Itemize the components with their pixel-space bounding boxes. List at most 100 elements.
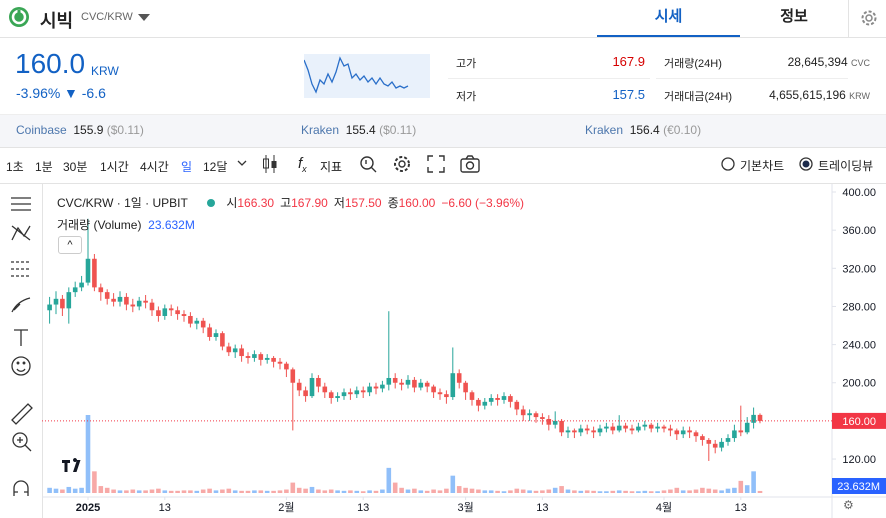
candle-body xyxy=(175,310,180,315)
chart-legend: CVC/KRW · 1일 · UPBIT 시166.30 고167.90 저157.… xyxy=(57,194,524,211)
fullscreen-icon[interactable] xyxy=(426,154,446,174)
candle-body xyxy=(258,354,264,360)
volume-bar xyxy=(693,489,699,493)
x-tick-label: 13 xyxy=(735,502,747,514)
mode-label[interactable]: 기본차트 xyxy=(740,159,785,173)
tab[interactable]: 시세 xyxy=(597,0,740,37)
top-bar xyxy=(0,0,886,38)
candle-body xyxy=(79,282,84,288)
candle-body xyxy=(604,426,609,429)
volume-bar xyxy=(508,490,513,493)
candle-body xyxy=(610,426,616,431)
exchange-fiat: ($0.11) xyxy=(106,123,144,137)
volume-bar xyxy=(309,486,315,493)
candle-body xyxy=(495,398,500,400)
candle-body xyxy=(207,327,212,337)
interval[interactable]: 1초 xyxy=(6,160,24,174)
candle-body xyxy=(616,425,622,431)
interval[interactable]: 1시간 xyxy=(100,160,129,174)
volume-label-box xyxy=(832,478,886,494)
volume-bar xyxy=(488,490,494,493)
tool-icons[interactable] xyxy=(8,192,36,518)
y-tick-label: 120.00 xyxy=(842,454,876,466)
volume-bar xyxy=(572,490,577,493)
candle-body xyxy=(463,382,468,393)
interval[interactable]: 일 xyxy=(181,160,193,174)
interval[interactable]: 30분 xyxy=(63,160,88,174)
chevron-icon[interactable] xyxy=(236,158,248,168)
screenshot-icon[interactable] xyxy=(459,154,481,174)
volume-bar xyxy=(149,489,155,493)
tab[interactable]: 정보 xyxy=(780,8,808,25)
radio[interactable] xyxy=(721,157,735,171)
candle-body xyxy=(597,428,603,433)
candle-body xyxy=(303,390,308,397)
candle-body xyxy=(488,398,494,402)
candle-body xyxy=(188,315,193,324)
volume-bar xyxy=(136,490,142,493)
settings-icon[interactable] xyxy=(392,154,412,174)
stat-value: 167.9 xyxy=(612,54,645,69)
candle-body xyxy=(469,392,475,400)
candle-body xyxy=(124,296,129,305)
dropdown-icon[interactable] xyxy=(137,12,151,22)
settings-icon[interactable] xyxy=(859,8,879,28)
candle-type-icon[interactable] xyxy=(260,153,280,175)
volume-bar xyxy=(341,490,347,493)
fx-icon[interactable]: fx xyxy=(298,155,307,174)
candle-body xyxy=(360,390,366,393)
volume-bar xyxy=(117,490,123,493)
exchange-price: 155.4 xyxy=(345,123,376,137)
x-tick-label: 13 xyxy=(159,502,171,514)
volume-bar xyxy=(456,486,462,493)
last-price-box xyxy=(832,412,886,429)
radio[interactable] xyxy=(799,157,813,171)
candle-body xyxy=(623,425,628,429)
y-tick-label: 360.00 xyxy=(842,225,876,237)
candle-body xyxy=(373,386,379,389)
alert-icon[interactable] xyxy=(358,154,378,174)
volume-bar xyxy=(546,489,552,493)
candle-body xyxy=(674,430,680,435)
volume-bar xyxy=(559,486,564,493)
ohlc-change: −6.60 (−3.96%) xyxy=(441,196,525,210)
stat-value: 157.5 xyxy=(612,87,645,102)
candle-body xyxy=(399,382,404,385)
stat-label: 거래대금(24H) xyxy=(664,91,732,103)
interval[interactable]: 12달 xyxy=(203,160,228,174)
indicator-button[interactable]: 지표 xyxy=(320,160,343,174)
exchange-bar xyxy=(0,114,886,148)
candle-body xyxy=(565,430,571,433)
candle-body xyxy=(572,430,577,433)
mode-label[interactable]: 트레이딩뷰 xyxy=(818,159,874,173)
volume-bar xyxy=(277,490,283,493)
x-tick-label: 2월 xyxy=(278,501,294,514)
candle-body xyxy=(559,420,564,433)
volume-bar xyxy=(104,487,110,493)
volume-bar xyxy=(418,490,424,493)
collapse-button[interactable]: ^ xyxy=(58,236,82,254)
candle-body xyxy=(252,354,257,358)
coin-logo xyxy=(9,7,29,27)
interval[interactable]: 1분 xyxy=(35,160,53,174)
volume-bar xyxy=(252,490,257,493)
candle-body xyxy=(552,420,558,425)
candle-body xyxy=(104,292,110,299)
candle-body xyxy=(296,382,302,391)
drawing-tools xyxy=(0,184,43,518)
interval[interactable]: 4시간 xyxy=(140,160,169,174)
volume-bar xyxy=(732,487,737,493)
volume-bar xyxy=(700,487,705,493)
tv-logo xyxy=(60,457,86,475)
candle-body xyxy=(476,399,481,406)
candle-body xyxy=(111,298,116,302)
candle-body xyxy=(66,292,72,309)
volume-bar xyxy=(348,490,353,493)
candle-body xyxy=(53,298,59,305)
candle-body xyxy=(508,396,513,402)
volume-bar xyxy=(162,490,168,493)
axis-settings-icon[interactable]: ⚙ xyxy=(843,498,854,512)
ohlc-value: 160.00 xyxy=(398,196,436,210)
candle-body xyxy=(706,439,712,444)
volume-bar xyxy=(501,491,507,493)
